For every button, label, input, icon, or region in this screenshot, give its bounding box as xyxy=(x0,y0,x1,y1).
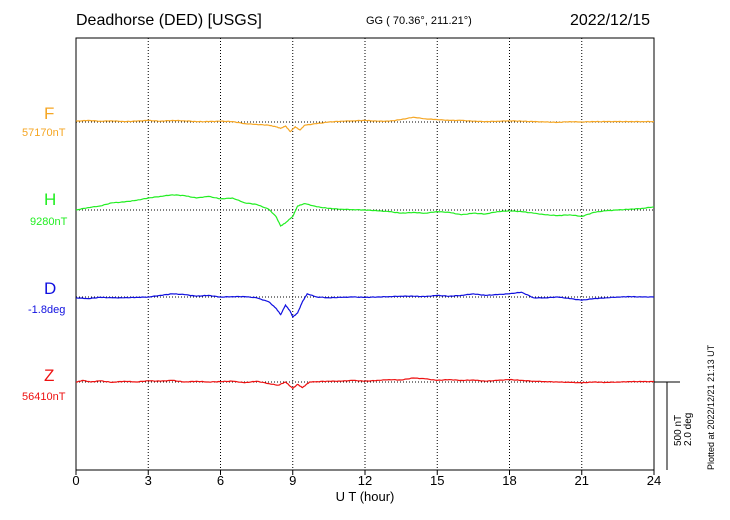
channel-baseline-h: 9280nT xyxy=(30,216,68,228)
channel-baseline-f: 57170nT xyxy=(22,127,66,139)
x-axis-title: U T (hour) xyxy=(335,489,395,504)
channel-label-h: H xyxy=(44,190,57,209)
x-tick-label: 12 xyxy=(357,473,373,488)
x-axis-ticks xyxy=(75,470,655,475)
trace-h xyxy=(75,194,655,227)
channel-label-d: D xyxy=(44,279,57,298)
x-tick-label: 6 xyxy=(216,473,225,488)
x-tick-label: 15 xyxy=(430,473,445,488)
trace-f xyxy=(75,116,655,133)
channel-baseline-d: -1.8deg xyxy=(28,304,66,316)
x-tick-label: 3 xyxy=(144,473,152,488)
channel-traces xyxy=(75,116,655,390)
channel-baseline-z: 56410nT xyxy=(22,391,66,403)
channel-label-f: F xyxy=(44,104,55,123)
scale-bar xyxy=(654,381,680,470)
trace-z xyxy=(76,377,655,390)
station-coordinates: GG ( 70.36°, 211.21°) xyxy=(366,15,472,27)
x-tick-label: 24 xyxy=(646,473,662,488)
trace-d xyxy=(75,291,655,319)
vertical-gridlines xyxy=(147,38,583,470)
scale-label-deg: 2.0 deg xyxy=(683,412,694,446)
channel-label-z: Z xyxy=(44,366,55,385)
x-tick-label: 21 xyxy=(574,473,589,488)
x-tick-label: 9 xyxy=(289,473,297,488)
station-title: Deadhorse (DED) [USGS] xyxy=(76,12,262,29)
x-tick-label: 0 xyxy=(72,473,80,488)
plot-credit: Plotted at 2022/12/21 21:13 UT xyxy=(706,344,716,470)
plot-date: 2022/12/15 xyxy=(570,12,651,29)
x-tick-label: 18 xyxy=(502,473,517,488)
